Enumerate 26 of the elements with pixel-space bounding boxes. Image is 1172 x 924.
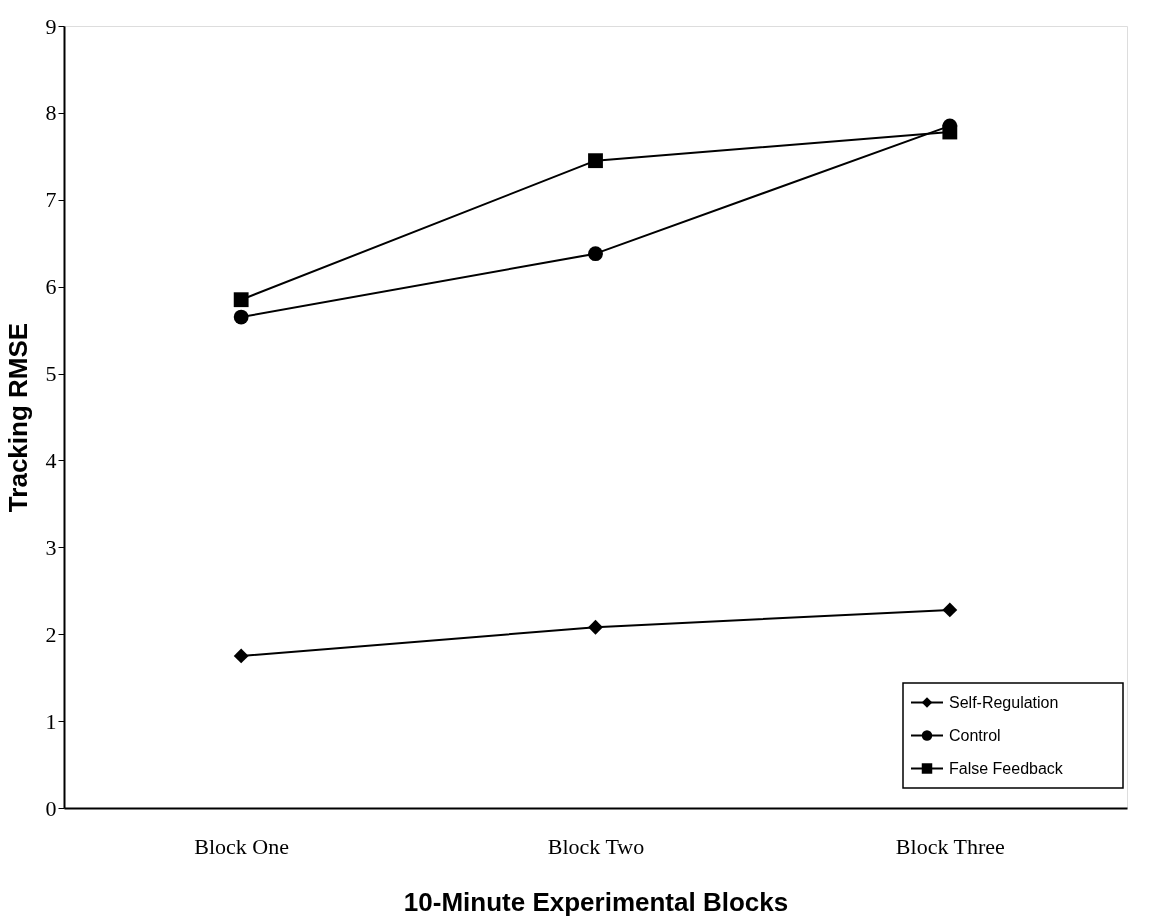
point — [942, 124, 958, 140]
y-tick-label: 1 — [45, 708, 57, 734]
point — [233, 292, 249, 308]
y-tick-label: 7 — [45, 187, 57, 213]
y-tick-label: 0 — [45, 795, 57, 821]
point — [588, 619, 603, 635]
point — [233, 648, 249, 664]
y-tick-label: 8 — [45, 100, 57, 126]
y-tick-label: 6 — [45, 274, 57, 300]
x-axis-title: 10-Minute Experimental Blocks — [403, 886, 789, 917]
y-tick-label: 5 — [45, 361, 57, 387]
legend-label: Self-Regulation — [949, 693, 1059, 711]
point — [588, 153, 603, 169]
y-axis-title: Tracking RMSE — [2, 322, 33, 513]
point — [233, 309, 249, 325]
y-tick-label: 2 — [45, 621, 57, 647]
legend-label: False Feedback — [949, 759, 1064, 777]
y-tick-label: 4 — [45, 447, 57, 473]
legend-label: Control — [949, 726, 1001, 744]
point — [588, 246, 603, 262]
y-tick-label: 3 — [45, 534, 57, 560]
point — [942, 602, 958, 618]
x-tick-label: Block Three — [895, 833, 1005, 859]
x-tick-label: Block Two — [547, 833, 645, 859]
y-tick-label: 9 — [45, 13, 57, 39]
x-tick-label: Block One — [194, 833, 290, 859]
